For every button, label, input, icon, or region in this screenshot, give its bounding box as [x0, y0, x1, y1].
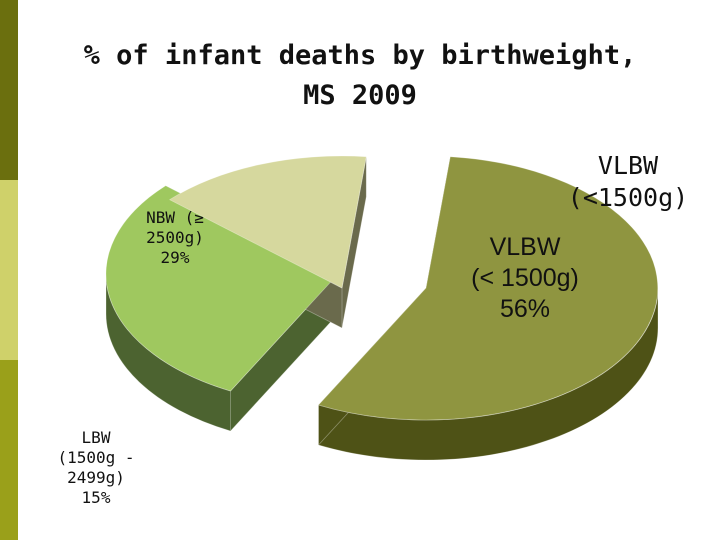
slice-label-lbw-line-4: 15%	[81, 488, 111, 507]
slice-label-nbw-line-3: 29%	[160, 248, 190, 267]
sidebar-block-middle	[0, 180, 18, 360]
sidebar-decoration	[0, 0, 18, 540]
slice-label-lbw-line-1: LBW	[81, 428, 111, 447]
slice-label-nbw-line-2: 2500g)	[146, 228, 204, 247]
slice-label-lbw-line-2: (1500g -	[57, 448, 135, 467]
pie-slice-vlbw	[318, 156, 659, 421]
sidebar-block-bottom	[0, 360, 18, 540]
callout-label-vlbw-line-2: (<1500g)	[567, 183, 689, 212]
callout-label-vlbw-line-1: VLBW	[597, 151, 659, 180]
chart-title-line-1: % of infant deaths by birthweight,	[83, 40, 637, 71]
slice-label-vlbw-line-2: (< 1500g)	[471, 264, 579, 292]
slice-label-vlbw-line-3: 56%	[499, 295, 551, 323]
sidebar-block-top	[0, 0, 18, 180]
callout-label-vlbw: VLBW (<1500g)	[540, 150, 716, 214]
chart-title-line-2: MS 2009	[303, 80, 417, 111]
pie-slice-lbw	[169, 155, 367, 289]
slice-label-nbw-line-1: NBW (≥	[146, 208, 204, 227]
slice-label-vlbw: VLBW (< 1500g) 56%	[430, 232, 620, 325]
pie-slice-nbw	[105, 185, 339, 392]
slice-label-vlbw-line-1: VLBW	[489, 233, 561, 261]
slice-label-lbw-line-3: 2499g)	[67, 468, 125, 487]
slice-label-nbw: NBW (≥ 2500g) 29%	[110, 208, 240, 268]
chart-title: % of infant deaths by birthweight, MS 20…	[30, 36, 690, 116]
slice-label-lbw: LBW (1500g - 2499g) 15%	[36, 428, 156, 508]
